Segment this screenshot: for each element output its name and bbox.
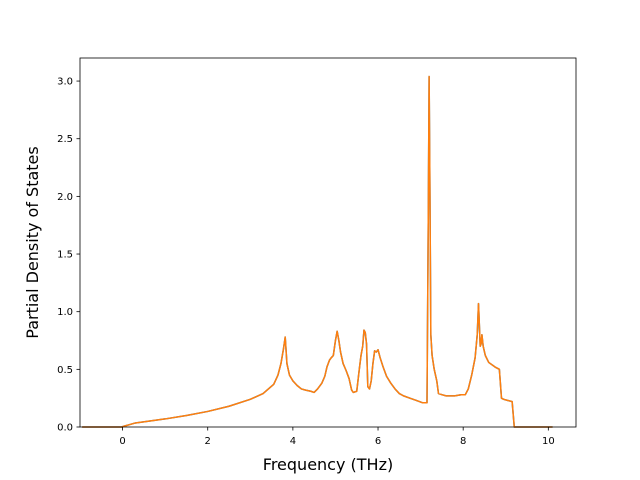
series-layer [82, 75, 553, 428]
y-tick-label: 2.5 [57, 134, 73, 145]
x-axis-ticks: 0 2 4 6 8 10 [119, 427, 555, 447]
x-tick-label: 8 [460, 436, 466, 447]
x-axis-label: Frequency (THz) [263, 455, 393, 474]
y-axis-ticks: 0.0 0.5 1.0 1.5 2.0 2.5 3.0 [57, 77, 80, 434]
plot-frame [79, 57, 577, 428]
y-tick-label: 1.5 [57, 250, 73, 261]
y-axis-label: Partial Density of States [23, 146, 42, 338]
dos-series-line-1 [82, 75, 553, 428]
x-tick-label: 4 [290, 436, 296, 447]
y-tick-label: 3.0 [57, 77, 73, 88]
dos-series-line-2 [82, 75, 553, 428]
y-tick-label: 1.0 [57, 307, 73, 318]
x-tick-label: 10 [542, 436, 555, 447]
x-tick-label: 6 [375, 436, 381, 447]
x-tick-label: 0 [119, 436, 125, 447]
y-tick-label: 0.5 [57, 365, 73, 376]
x-tick-label: 2 [205, 436, 211, 447]
y-tick-label: 0.0 [57, 423, 73, 434]
y-tick-label: 2.0 [57, 192, 73, 203]
